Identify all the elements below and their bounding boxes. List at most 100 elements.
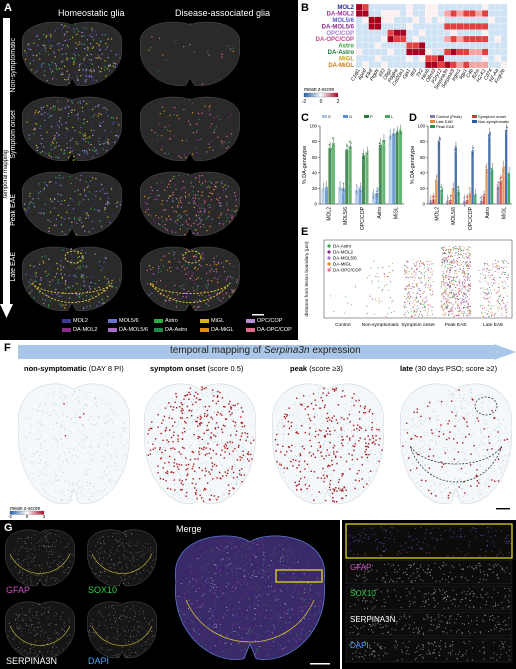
e-point (413, 310, 415, 312)
heatmap-cell (406, 35, 413, 43)
e-point (462, 283, 464, 285)
e-point (470, 311, 472, 312)
e-point (369, 294, 371, 296)
heatmap-cell (437, 23, 445, 30)
e-point (495, 266, 497, 268)
heatmap-cell (412, 55, 420, 62)
e-point (449, 297, 450, 298)
e-point (448, 252, 450, 253)
e-point (425, 309, 427, 311)
e-point (419, 263, 421, 265)
e-point (442, 293, 443, 295)
e-point (469, 279, 471, 281)
data-point (325, 186, 328, 189)
heatmap-cell (431, 61, 439, 69)
heatmap-cell (406, 23, 413, 30)
e-point (444, 290, 446, 292)
heatmap-cell (488, 35, 495, 43)
e-point (498, 308, 500, 309)
e-point (464, 305, 466, 307)
heatmap-cell (368, 55, 375, 62)
e-point (424, 306, 426, 307)
e-point (408, 297, 409, 299)
e-point (459, 265, 461, 267)
e-point (459, 246, 461, 248)
bar (365, 152, 369, 204)
e-point (461, 289, 463, 291)
heatmap-cell (425, 61, 432, 69)
e-point (459, 260, 461, 262)
e-point (458, 251, 459, 252)
e-point (423, 291, 425, 293)
legend-a-text: MOL5/6 (119, 318, 139, 324)
legend-a-swatch (200, 318, 209, 323)
heatmap-cell (399, 48, 407, 56)
data-point (480, 200, 483, 203)
e-point (443, 272, 445, 274)
e-point (488, 272, 490, 274)
e-point (416, 296, 418, 298)
g-zoom-box (275, 569, 323, 583)
section-a-0-0 (22, 21, 122, 86)
e-point (462, 246, 464, 247)
e-point (463, 314, 464, 316)
e-point (451, 292, 452, 294)
heatmap-cell (444, 61, 451, 69)
data-point (468, 187, 471, 190)
e-point (441, 283, 443, 285)
e-point (466, 261, 468, 263)
e-point (502, 285, 503, 287)
e-point (391, 312, 393, 313)
legend-a-item: OPC/COP (246, 318, 282, 324)
y-tick-label: 40 (312, 170, 318, 175)
e-point (494, 314, 496, 316)
legend-label: DA-Astro (333, 244, 352, 249)
heatmap-cell (418, 48, 426, 56)
e-point (462, 281, 464, 282)
e-point (405, 288, 407, 289)
section-a-3-1 (140, 246, 240, 311)
e-point (462, 285, 463, 287)
f-title-0: non-symptomatic (DAY 8 PI) (24, 364, 124, 373)
e-point (420, 310, 422, 312)
e-point (468, 273, 469, 275)
e-point (445, 275, 446, 277)
f-colorbar-tick: 0 (26, 514, 29, 518)
heatmap-cell (431, 16, 439, 24)
heatmap-cell (500, 55, 508, 62)
e-point (443, 284, 445, 286)
e-point (451, 267, 453, 268)
e-point (449, 286, 450, 288)
data-point (446, 199, 449, 202)
e-point (467, 265, 469, 266)
e-point (379, 303, 381, 305)
x-tick-label: Symptom onset (401, 322, 435, 328)
e-point (492, 274, 493, 275)
legend-a-swatch (154, 318, 163, 323)
e-point (404, 301, 405, 303)
heatmap-cell (431, 23, 439, 30)
data-point (359, 188, 362, 191)
data-point (437, 140, 440, 143)
e-point (460, 302, 462, 303)
e-point (470, 312, 471, 314)
e-point (351, 304, 352, 306)
e-point (503, 268, 504, 269)
e-point (494, 271, 496, 272)
e-point (448, 259, 450, 260)
e-point (447, 305, 449, 307)
e-point (445, 294, 447, 296)
e-point (417, 301, 418, 303)
e-point (461, 253, 462, 255)
e-point (449, 264, 451, 265)
e-point (463, 247, 465, 249)
e-point (445, 301, 447, 303)
e-point (449, 276, 451, 278)
e-point (387, 276, 389, 277)
e-point (462, 311, 464, 312)
e-point (423, 263, 424, 265)
e-point (444, 276, 446, 278)
e-point (441, 309, 443, 310)
heatmap-colorbar-tick: -2 (302, 99, 307, 105)
e-point (480, 306, 482, 308)
